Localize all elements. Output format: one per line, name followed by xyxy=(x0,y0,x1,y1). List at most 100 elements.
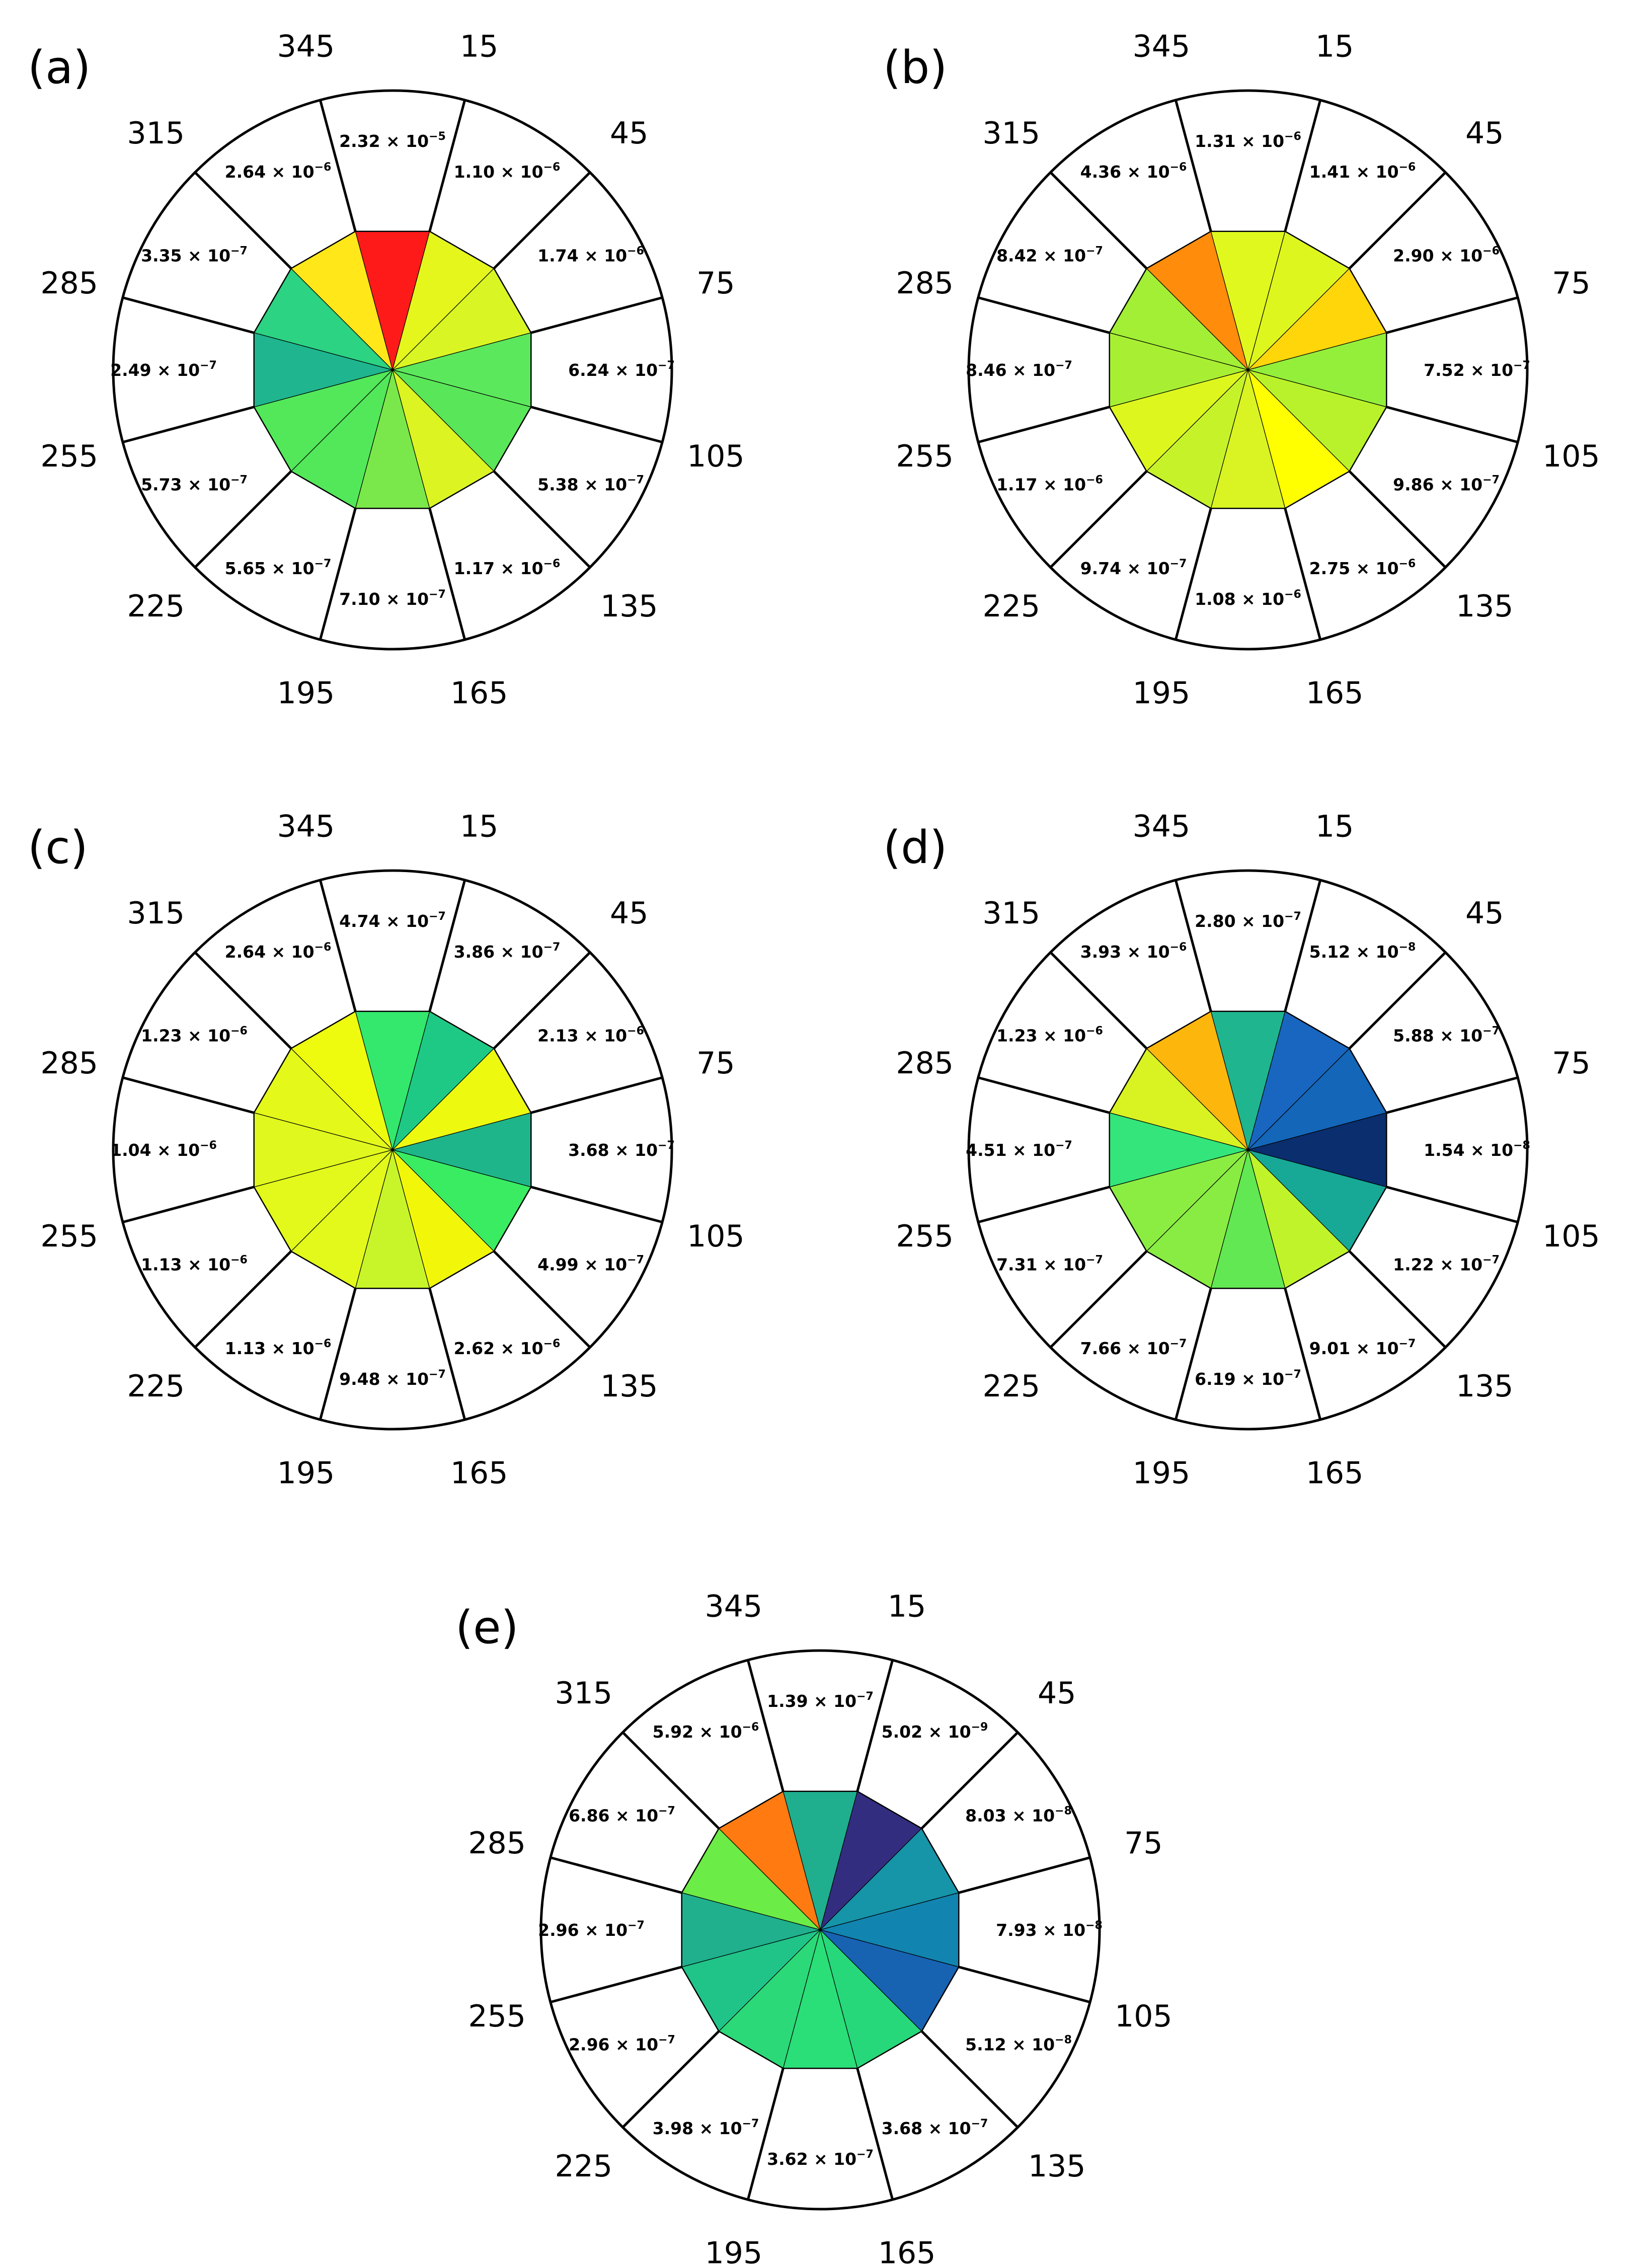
value-label: 8.46 × 10−7 xyxy=(966,359,1072,380)
value-label: 8.03 × 10−8 xyxy=(965,1805,1072,1826)
radial-line xyxy=(920,2030,1019,2129)
value-exponent: −7 xyxy=(315,558,332,570)
value-mantissa: 1.23 × 10 xyxy=(996,1026,1086,1046)
direction-label: 315 xyxy=(555,1676,613,1711)
radial-line xyxy=(319,880,357,1012)
value-exponent: −7 xyxy=(1482,1254,1500,1267)
value-exponent: −6 xyxy=(230,1254,248,1267)
direction-label: 75 xyxy=(696,266,735,301)
direction-label: 225 xyxy=(555,2149,613,2184)
direction-label: 315 xyxy=(983,896,1041,931)
radial-line xyxy=(1386,1076,1518,1114)
value-exponent: −6 xyxy=(1086,474,1103,487)
value-label: 1.41 × 10−6 xyxy=(1309,161,1416,182)
value-exponent: −7 xyxy=(627,1254,644,1267)
value-mantissa: 9.01 × 10 xyxy=(1309,1339,1399,1358)
direction-label: 195 xyxy=(277,1455,335,1491)
value-label: 1.04 × 10−6 xyxy=(110,1139,217,1160)
panel-label: (b) xyxy=(883,41,947,94)
value-exponent: −7 xyxy=(658,1805,675,1818)
radial-line xyxy=(1348,171,1447,270)
value-label: 3.62 × 10−7 xyxy=(767,2148,874,2169)
value-label: 5.73 × 10−7 xyxy=(141,474,248,495)
radial-line xyxy=(428,880,466,1012)
direction-label: 15 xyxy=(1315,809,1354,844)
radial-line xyxy=(319,508,357,640)
value-mantissa: 1.54 × 10 xyxy=(1424,1140,1513,1160)
radial-line xyxy=(1284,1288,1322,1420)
direction-label: 75 xyxy=(1124,1826,1162,1861)
value-exponent: −9 xyxy=(971,1721,988,1734)
value-mantissa: 5.92 × 10 xyxy=(653,1722,742,1742)
direction-label: 75 xyxy=(696,1046,735,1081)
direction-label: 75 xyxy=(1552,266,1590,301)
panel-label: (e) xyxy=(455,1601,519,1654)
value-exponent: −7 xyxy=(230,245,248,258)
value-label: 7.52 × 10−7 xyxy=(1424,359,1530,380)
radial-line xyxy=(530,1186,663,1224)
radial-line xyxy=(428,100,466,232)
value-mantissa: 3.68 × 10 xyxy=(882,2119,971,2138)
value-label: 3.35 × 10−7 xyxy=(141,245,248,266)
value-label: 7.66 × 10−7 xyxy=(1080,1338,1187,1358)
radial-line xyxy=(550,1856,682,1894)
value-exponent: −6 xyxy=(543,161,561,174)
radial-line xyxy=(1049,470,1148,569)
value-exponent: −7 xyxy=(1055,359,1072,372)
value-exponent: −7 xyxy=(200,359,217,372)
value-exponent: −7 xyxy=(230,474,248,487)
value-label: 2.96 × 10−7 xyxy=(569,2034,675,2055)
value-exponent: −6 xyxy=(315,941,332,954)
direction-label: 255 xyxy=(468,1999,526,2034)
radial-line xyxy=(621,1731,720,1830)
value-exponent: −6 xyxy=(627,245,644,258)
value-mantissa: 2.90 × 10 xyxy=(1393,246,1482,266)
value-exponent: −6 xyxy=(1284,588,1301,601)
value-label: 2.13 × 10−6 xyxy=(537,1025,644,1046)
panel-0: 15 45 75 105 135 165 195 225 255 285 315 345 2.32 × … xyxy=(28,29,745,711)
value-label: 2.96 × 10−7 xyxy=(538,1919,645,1940)
value-mantissa: 5.38 × 10 xyxy=(537,475,627,495)
value-exponent: −7 xyxy=(1170,558,1187,570)
radial-line xyxy=(194,470,292,569)
value-mantissa: 1.22 × 10 xyxy=(1393,1255,1482,1275)
value-mantissa: 7.10 × 10 xyxy=(339,589,429,609)
value-exponent: −7 xyxy=(1284,1368,1301,1381)
value-exponent: −6 xyxy=(200,1139,217,1152)
value-mantissa: 2.96 × 10 xyxy=(538,1920,628,1940)
value-label: 1.17 × 10−6 xyxy=(996,474,1103,495)
value-mantissa: 1.08 × 10 xyxy=(1195,589,1284,609)
value-exponent: −7 xyxy=(1170,1338,1187,1350)
value-exponent: −7 xyxy=(658,2034,675,2047)
direction-label: 15 xyxy=(460,809,498,844)
direction-label: 45 xyxy=(1465,116,1504,151)
value-label: 2.62 × 10−6 xyxy=(454,1338,561,1358)
outer-circle xyxy=(967,869,1529,1431)
value-mantissa: 2.64 × 10 xyxy=(225,162,315,182)
direction-label: 15 xyxy=(1315,29,1354,64)
radial-line xyxy=(194,171,292,270)
value-exponent: −6 xyxy=(1086,1025,1103,1038)
radial-line xyxy=(1174,100,1212,232)
direction-label: 135 xyxy=(1456,589,1514,624)
value-exponent: −7 xyxy=(429,1368,446,1381)
value-exponent: −7 xyxy=(658,1139,675,1152)
radial-line xyxy=(428,508,466,640)
value-exponent: −8 xyxy=(1085,1919,1103,1932)
direction-label: 45 xyxy=(1038,1676,1076,1711)
value-mantissa: 2.64 × 10 xyxy=(225,942,315,962)
panel-1: 15 45 75 105 135 165 195 225 255 285 315 345 1.31 × … xyxy=(883,29,1600,711)
value-exponent: −7 xyxy=(628,1919,645,1932)
direction-label: 135 xyxy=(600,1369,658,1404)
value-label: 2.32 × 10−5 xyxy=(339,130,446,151)
radial-line xyxy=(1174,1288,1212,1420)
value-label: 3.68 × 10−7 xyxy=(568,1139,675,1160)
value-label: 1.23 × 10−6 xyxy=(996,1025,1103,1046)
value-mantissa: 5.02 × 10 xyxy=(882,1722,971,1742)
direction-label: 285 xyxy=(896,1046,954,1081)
value-label: 1.74 × 10−6 xyxy=(537,245,644,266)
value-mantissa: 7.66 × 10 xyxy=(1080,1339,1170,1358)
value-mantissa: 1.13 × 10 xyxy=(225,1339,315,1358)
value-mantissa: 8.42 × 10 xyxy=(996,246,1086,266)
value-label: 1.08 × 10−6 xyxy=(1195,588,1301,609)
